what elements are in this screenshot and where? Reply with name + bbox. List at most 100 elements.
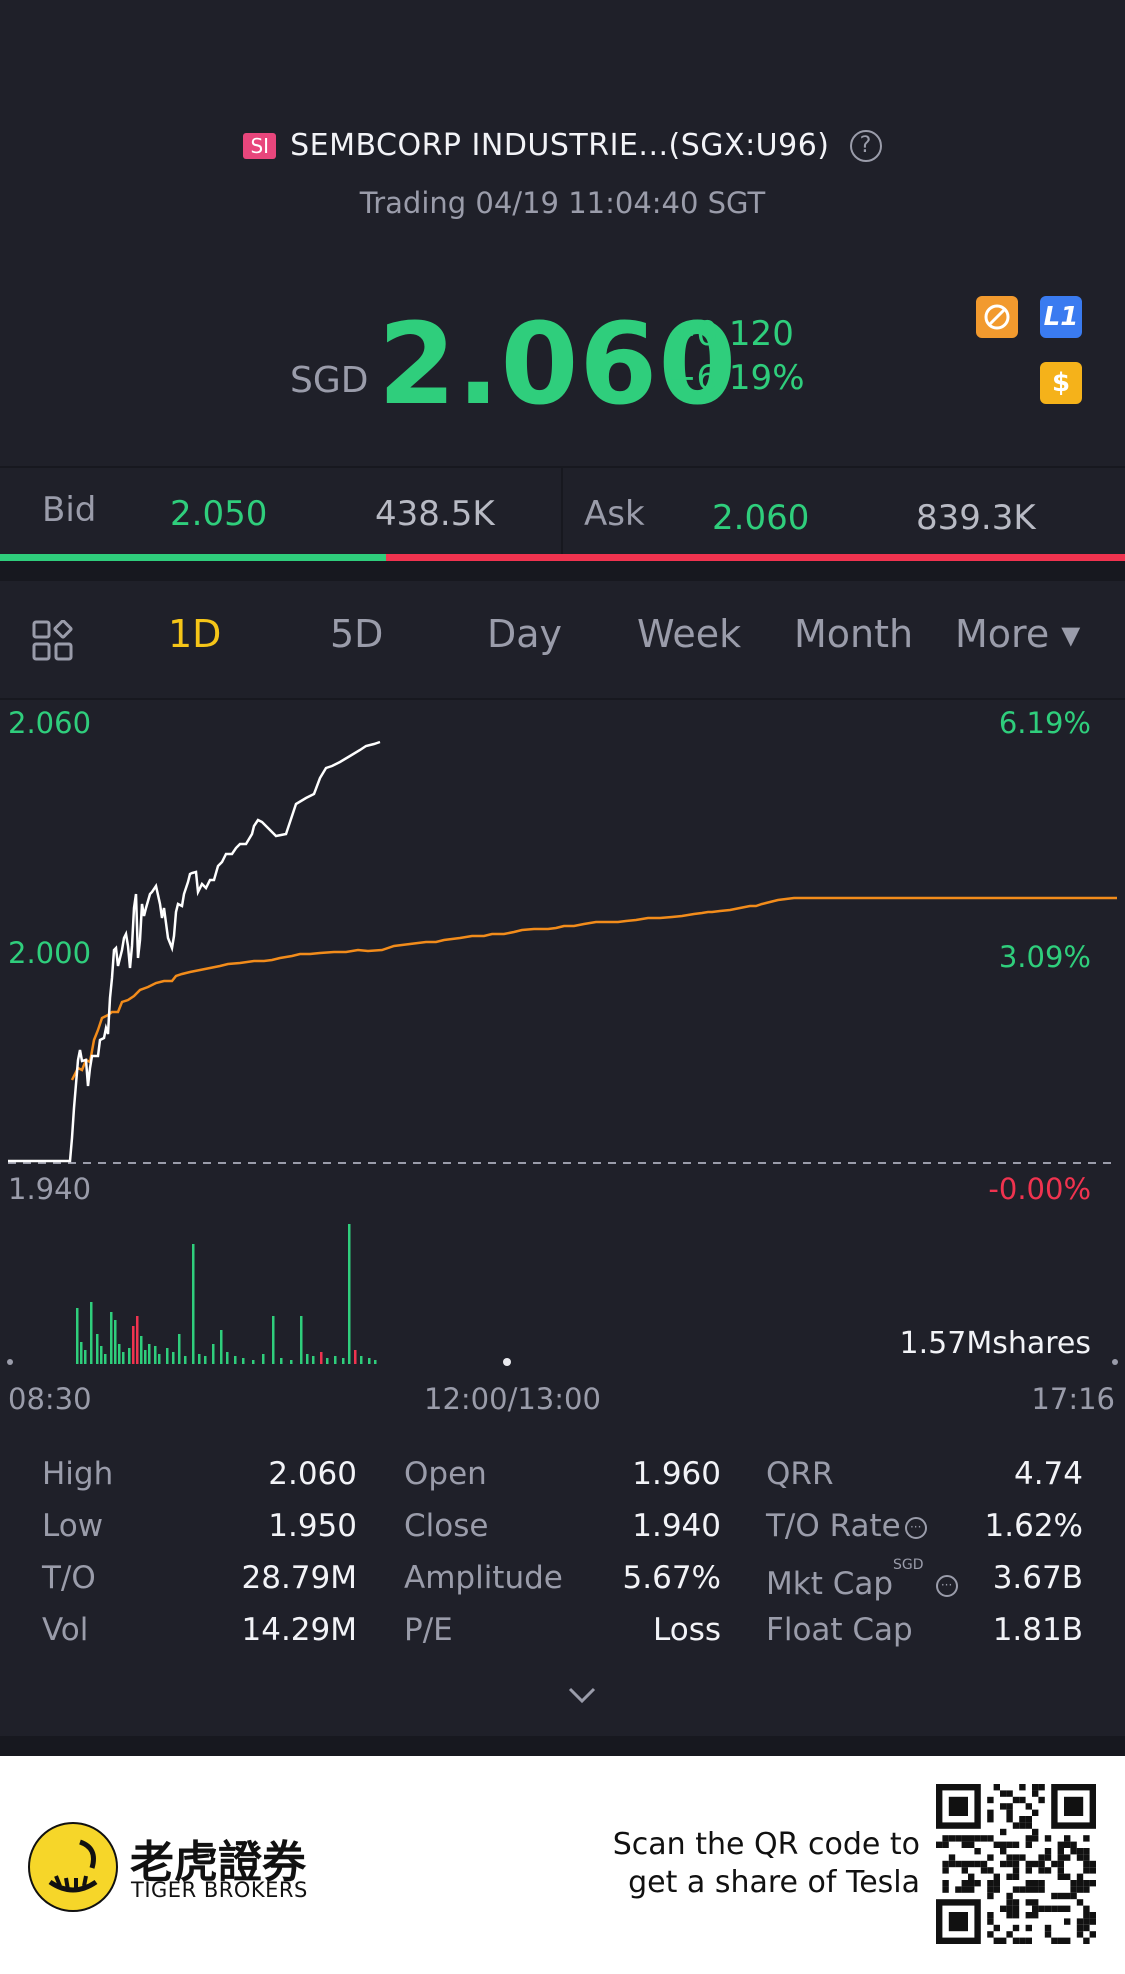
layout-grid-icon[interactable] <box>32 620 74 662</box>
stat-torate-text: T/O Rate <box>766 1508 901 1544</box>
volume-bar <box>312 1356 315 1364</box>
intraday-chart[interactable] <box>0 700 1125 1380</box>
last-price: 2.060 <box>378 300 738 430</box>
volume-bar <box>290 1360 293 1364</box>
volume-bar <box>262 1354 265 1364</box>
trading-status: Trading 04/19 11:04:40 SGT <box>359 186 766 220</box>
stat-floatcap-value: 1.81B <box>992 1612 1083 1648</box>
chevron-down-icon[interactable] <box>562 1680 602 1710</box>
stat-amplitude-label: Amplitude <box>404 1560 563 1596</box>
volume-bar <box>360 1356 363 1364</box>
stat-open-label: Open <box>404 1456 487 1492</box>
chart-dot <box>503 1358 511 1366</box>
stat-torate-label: T/O Rate ··· <box>766 1508 927 1544</box>
divider <box>561 466 563 554</box>
ask-ratio-bar <box>385 554 1125 561</box>
period-tabs: 1D 5D Day Week Month More ▾ <box>0 612 1125 672</box>
ask-price: 2.060 <box>712 498 810 538</box>
tab-more[interactable]: More ▾ <box>955 612 1081 656</box>
volume-bar <box>348 1224 351 1364</box>
volume-label: 1.57Mshares <box>899 1326 1091 1361</box>
volume-bar <box>136 1316 139 1364</box>
stat-high-label: High <box>42 1456 114 1492</box>
divider <box>0 698 1125 700</box>
no-short-icon[interactable] <box>976 296 1018 338</box>
stat-close-value: 1.940 <box>632 1508 721 1544</box>
volume-bar <box>354 1350 357 1364</box>
volume-bar <box>212 1344 215 1364</box>
volume-bar <box>128 1348 131 1364</box>
divider <box>0 561 1125 581</box>
volume-bar <box>158 1354 161 1364</box>
info-icon[interactable]: ··· <box>904 1516 927 1539</box>
volume-bar <box>272 1316 275 1364</box>
stat-qrr-label: QRR <box>766 1456 834 1492</box>
pct-axis-high: 6.19% <box>998 706 1091 740</box>
volume-bar <box>334 1356 337 1364</box>
level1-icon[interactable]: L1 <box>1040 296 1082 338</box>
stat-mktcap-label: Mkt CapSGD ··· <box>766 1557 958 1602</box>
bid-label: Bid <box>42 490 97 530</box>
tab-week[interactable]: Week <box>637 612 742 656</box>
stat-amplitude-value: 5.67% <box>622 1560 721 1596</box>
volume-bar <box>252 1360 255 1364</box>
volume-bar <box>96 1334 99 1364</box>
price-axis-mid: 2.000 <box>8 936 92 970</box>
chart-dot <box>7 1359 13 1365</box>
volume-bar <box>280 1358 283 1364</box>
bid-price: 2.050 <box>170 494 268 534</box>
stat-to-label: T/O <box>42 1560 96 1596</box>
stat-pe-label: P/E <box>404 1612 453 1648</box>
stat-mktcap-value: 3.67B <box>992 1560 1083 1596</box>
volume-bar <box>342 1358 345 1364</box>
stock-name[interactable]: SEMBCORP INDUSTRIE...(SGX:U96) <box>290 128 830 163</box>
volume-bar <box>140 1336 143 1364</box>
volume-bar <box>76 1308 79 1364</box>
divider <box>0 1736 1125 1756</box>
pct-axis-mid: 3.09% <box>998 940 1091 974</box>
promo-text: Scan the QR code to get a share of Tesla <box>613 1826 920 1902</box>
volume-bar <box>166 1348 169 1364</box>
stat-pe-value: Loss <box>653 1612 721 1648</box>
currency-superscript: SGD <box>893 1556 924 1573</box>
currency-label: SGD <box>290 360 369 401</box>
volume-bar <box>300 1316 303 1364</box>
help-icon[interactable]: ? <box>849 129 882 162</box>
stat-high-value: 2.060 <box>268 1456 357 1492</box>
volume-bar <box>122 1352 125 1364</box>
qr-code-icon[interactable] <box>936 1784 1096 1944</box>
bid-size: 438.5K <box>375 494 495 534</box>
info-icon[interactable]: ··· <box>935 1574 958 1597</box>
volume-bar <box>172 1352 175 1364</box>
dollar-icon[interactable]: $ <box>1040 362 1082 404</box>
tab-month[interactable]: Month <box>794 612 914 656</box>
time-axis-end: 17:16 <box>1031 1382 1115 1416</box>
volume-bar <box>326 1358 329 1364</box>
ask-size: 839.3K <box>916 498 1036 538</box>
tab-1d[interactable]: 1D <box>168 612 222 656</box>
volume-bar <box>234 1356 237 1364</box>
stat-vol-label: Vol <box>42 1612 89 1648</box>
volume-bar <box>320 1352 323 1364</box>
pct-axis-low: -0.00% <box>988 1172 1091 1206</box>
time-axis-mid: 12:00/13:00 <box>424 1382 601 1416</box>
stat-mktcap-text: Mkt Cap <box>766 1566 894 1602</box>
stat-qrr-value: 4.74 <box>1013 1456 1083 1492</box>
tab-day[interactable]: Day <box>487 612 563 656</box>
exchange-badge: SI <box>243 132 277 159</box>
volume-bar <box>178 1334 181 1364</box>
tab-5d[interactable]: 5D <box>330 612 384 656</box>
volume-bar <box>104 1354 107 1364</box>
stat-low-label: Low <box>42 1508 104 1544</box>
volume-bar <box>220 1330 223 1364</box>
average-price-line <box>70 896 1117 1081</box>
stat-open-value: 1.960 <box>632 1456 721 1492</box>
change-amount: +0.120 <box>668 314 794 354</box>
volume-bar <box>148 1344 151 1364</box>
brand-name-cn: 老虎證券 <box>130 1837 306 1888</box>
volume-bar <box>114 1320 117 1364</box>
stat-to-value: 28.79M <box>241 1560 358 1596</box>
change-percent: +6.19% <box>668 358 805 398</box>
volume-bar <box>306 1354 309 1364</box>
stat-floatcap-label: Float Cap <box>766 1612 913 1648</box>
